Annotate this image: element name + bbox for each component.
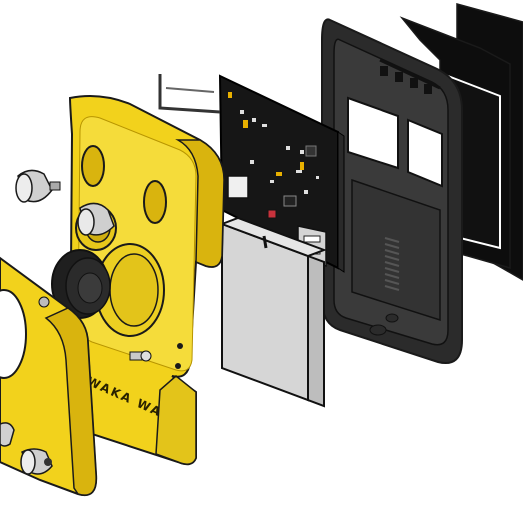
connector-white — [227, 175, 249, 199]
board-button — [267, 209, 277, 219]
reflector-bulb-bottom — [20, 448, 53, 475]
shell-hole-top-right — [143, 180, 167, 224]
yellow-front-cover — [0, 256, 98, 496]
battery — [219, 216, 327, 408]
shell-hole-top-left — [81, 145, 105, 187]
housing-window-left — [347, 96, 399, 170]
cover-lens-cutout — [0, 289, 27, 379]
reflector-bulb-top — [15, 169, 61, 203]
reflector-bulb-edge — [0, 422, 15, 447]
metal-pin — [129, 350, 152, 362]
reflector-bulb-mid — [77, 202, 115, 236]
circuit-board — [158, 74, 345, 273]
housing-window-right — [407, 118, 443, 188]
black-back-housing — [321, 18, 463, 364]
spring — [384, 237, 400, 291]
black-dial — [51, 249, 111, 319]
